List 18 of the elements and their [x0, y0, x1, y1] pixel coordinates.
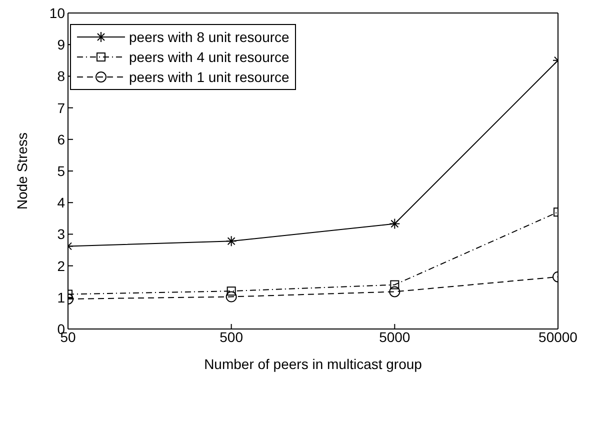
y-tick-label: 3: [57, 226, 66, 242]
y-tick-label: 4: [57, 194, 66, 211]
legend-label: peers with 1 unit resource: [129, 68, 290, 87]
y-axis-title: Node Stress: [14, 132, 30, 210]
x-axis-title: Number of peers in multicast group: [204, 356, 422, 372]
y-tick-label: 1: [57, 289, 66, 306]
y-tick-label: 9: [57, 36, 66, 53]
y-tick-label: 2: [57, 258, 66, 274]
y-tick-label: 5: [57, 162, 66, 179]
legend-label: peers with 4 unit resource: [129, 48, 290, 67]
x-tick-label: 500: [220, 328, 244, 345]
y-tick-label: 10: [49, 4, 66, 21]
y-tick-label: 7: [57, 100, 66, 116]
x-tick-label: 5000: [379, 328, 410, 345]
y-tick-label: 6: [57, 131, 66, 148]
legend-label: peers with 8 unit resource: [129, 28, 290, 47]
y-tick-label: 8: [57, 68, 66, 84]
x-tick-label: 50000: [538, 328, 578, 345]
